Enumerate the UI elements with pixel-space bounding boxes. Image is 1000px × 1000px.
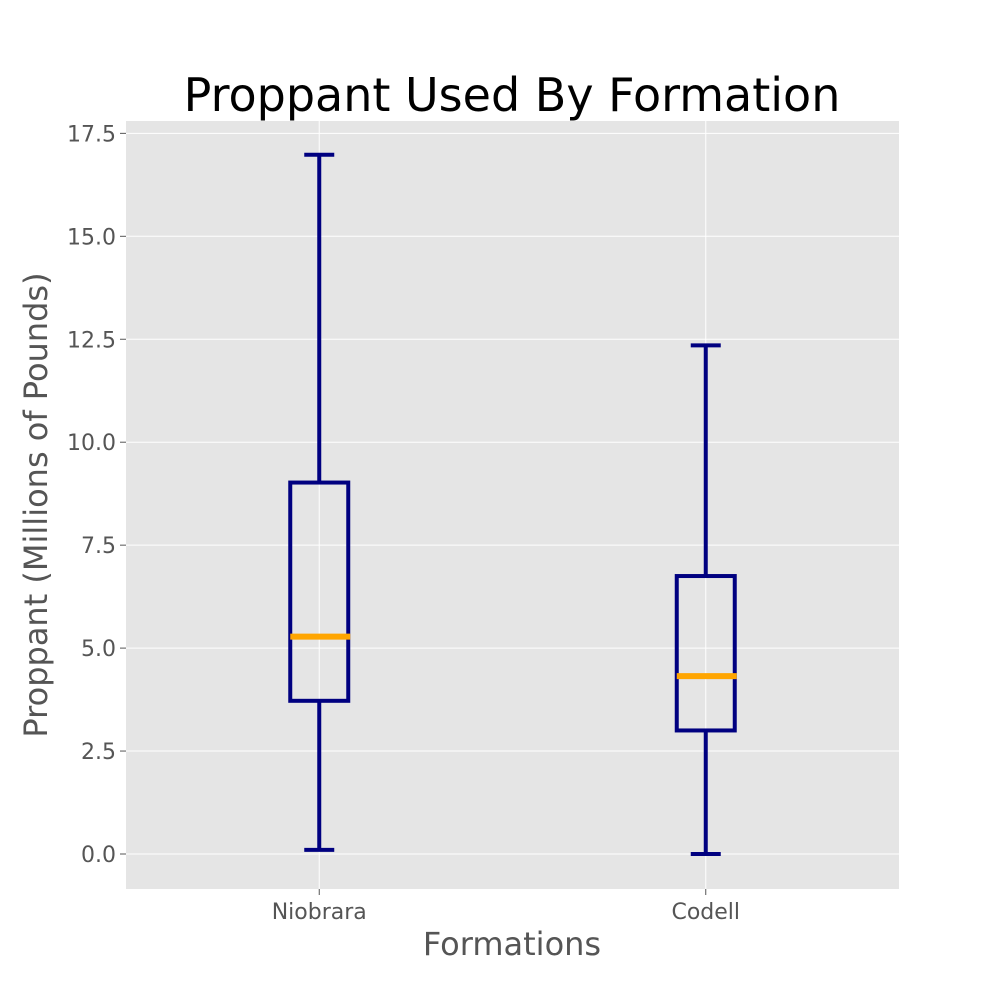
y-tick-label: 5.0 (81, 637, 116, 662)
y-tick-label: 17.5 (67, 122, 116, 147)
tick-labels: 0.0 2.5 5.0 7.5 10.0 12.5 15.0 17.5 Niobrara Code… (67, 122, 740, 925)
y-tick-label: 2.5 (81, 740, 116, 765)
y-tick-label: 0.0 (81, 843, 116, 868)
chart-title: Proppant Used By Formation (184, 68, 841, 122)
y-tick-label: 7.5 (81, 534, 116, 559)
iqr-box (288, 480, 351, 703)
box-niobrara (288, 152, 351, 852)
x-tick-label: Niobrara (272, 900, 367, 925)
y-tick-label: 10.0 (67, 431, 116, 456)
boxes (288, 152, 737, 856)
box-codell (674, 343, 737, 856)
x-tick-label: Codell (671, 900, 740, 925)
y-tick-label: 15.0 (67, 225, 116, 250)
iqr-box (674, 574, 737, 733)
y-axis-label: Proppant (Millions of Pounds) (17, 272, 55, 737)
x-axis-label: Formations (423, 925, 601, 963)
y-tick-label: 12.5 (67, 328, 116, 353)
plot-area (126, 121, 899, 889)
